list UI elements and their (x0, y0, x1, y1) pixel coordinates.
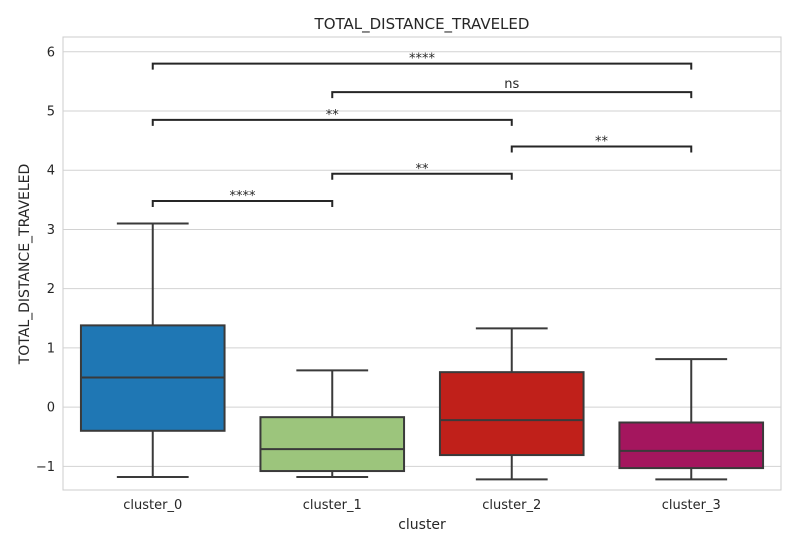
chart-title: TOTAL_DISTANCE_TRAVELED (314, 15, 530, 34)
bracket-line (331, 91, 693, 99)
sig-bracket: ** (331, 162, 513, 180)
y-tick-label: 3 (47, 223, 55, 238)
y-tick-label: 5 (47, 105, 55, 120)
x-tick-label: cluster_2 (482, 498, 541, 513)
bracket-line (151, 118, 513, 126)
box-cluster_2 (438, 327, 585, 481)
box-cluster_0 (79, 222, 226, 478)
y-tick-label: 0 (47, 401, 55, 416)
sig-bracket: ** (151, 108, 513, 126)
y-tick-label: 4 (47, 164, 55, 179)
significance-annotations: **********ns**** (151, 52, 693, 208)
sig-bracket: **** (151, 52, 693, 70)
bracket-line (151, 200, 334, 208)
y-tick-label: 2 (47, 282, 55, 297)
box-cluster_1 (259, 369, 406, 478)
x-tick-label: cluster_3 (662, 498, 721, 513)
y-tick-label: 6 (47, 45, 55, 60)
significance-label: **** (230, 189, 257, 204)
y-tick-label: −1 (36, 460, 55, 475)
significance-label: **** (409, 52, 436, 67)
x-tick-labels: cluster_0 cluster_1 cluster_2 cluster_3 (123, 498, 720, 513)
y-tick-labels: −1 0 1 2 3 4 5 6 (36, 45, 55, 475)
sig-bracket: ns (331, 77, 693, 99)
y-axis-label: TOTAL_DISTANCE_TRAVELED (17, 164, 33, 366)
y-tick-label: 1 (47, 341, 55, 356)
sig-bracket: **** (151, 189, 334, 208)
box-iqr (438, 371, 585, 457)
significance-label: ** (595, 135, 609, 150)
significance-label: ** (326, 108, 340, 123)
x-axis-label: cluster (398, 517, 446, 533)
bracket-line (151, 62, 693, 70)
significance-label: ** (416, 162, 430, 177)
boxes (79, 222, 765, 481)
box-iqr (618, 421, 765, 470)
significance-label: ns (504, 77, 519, 92)
box-iqr (259, 416, 406, 473)
x-tick-label: cluster_1 (303, 498, 362, 513)
bracket-line (510, 145, 693, 153)
box-cluster_3 (618, 358, 765, 481)
bracket-line (331, 172, 513, 180)
x-tick-label: cluster_0 (123, 498, 182, 513)
sig-bracket: ** (510, 135, 693, 153)
